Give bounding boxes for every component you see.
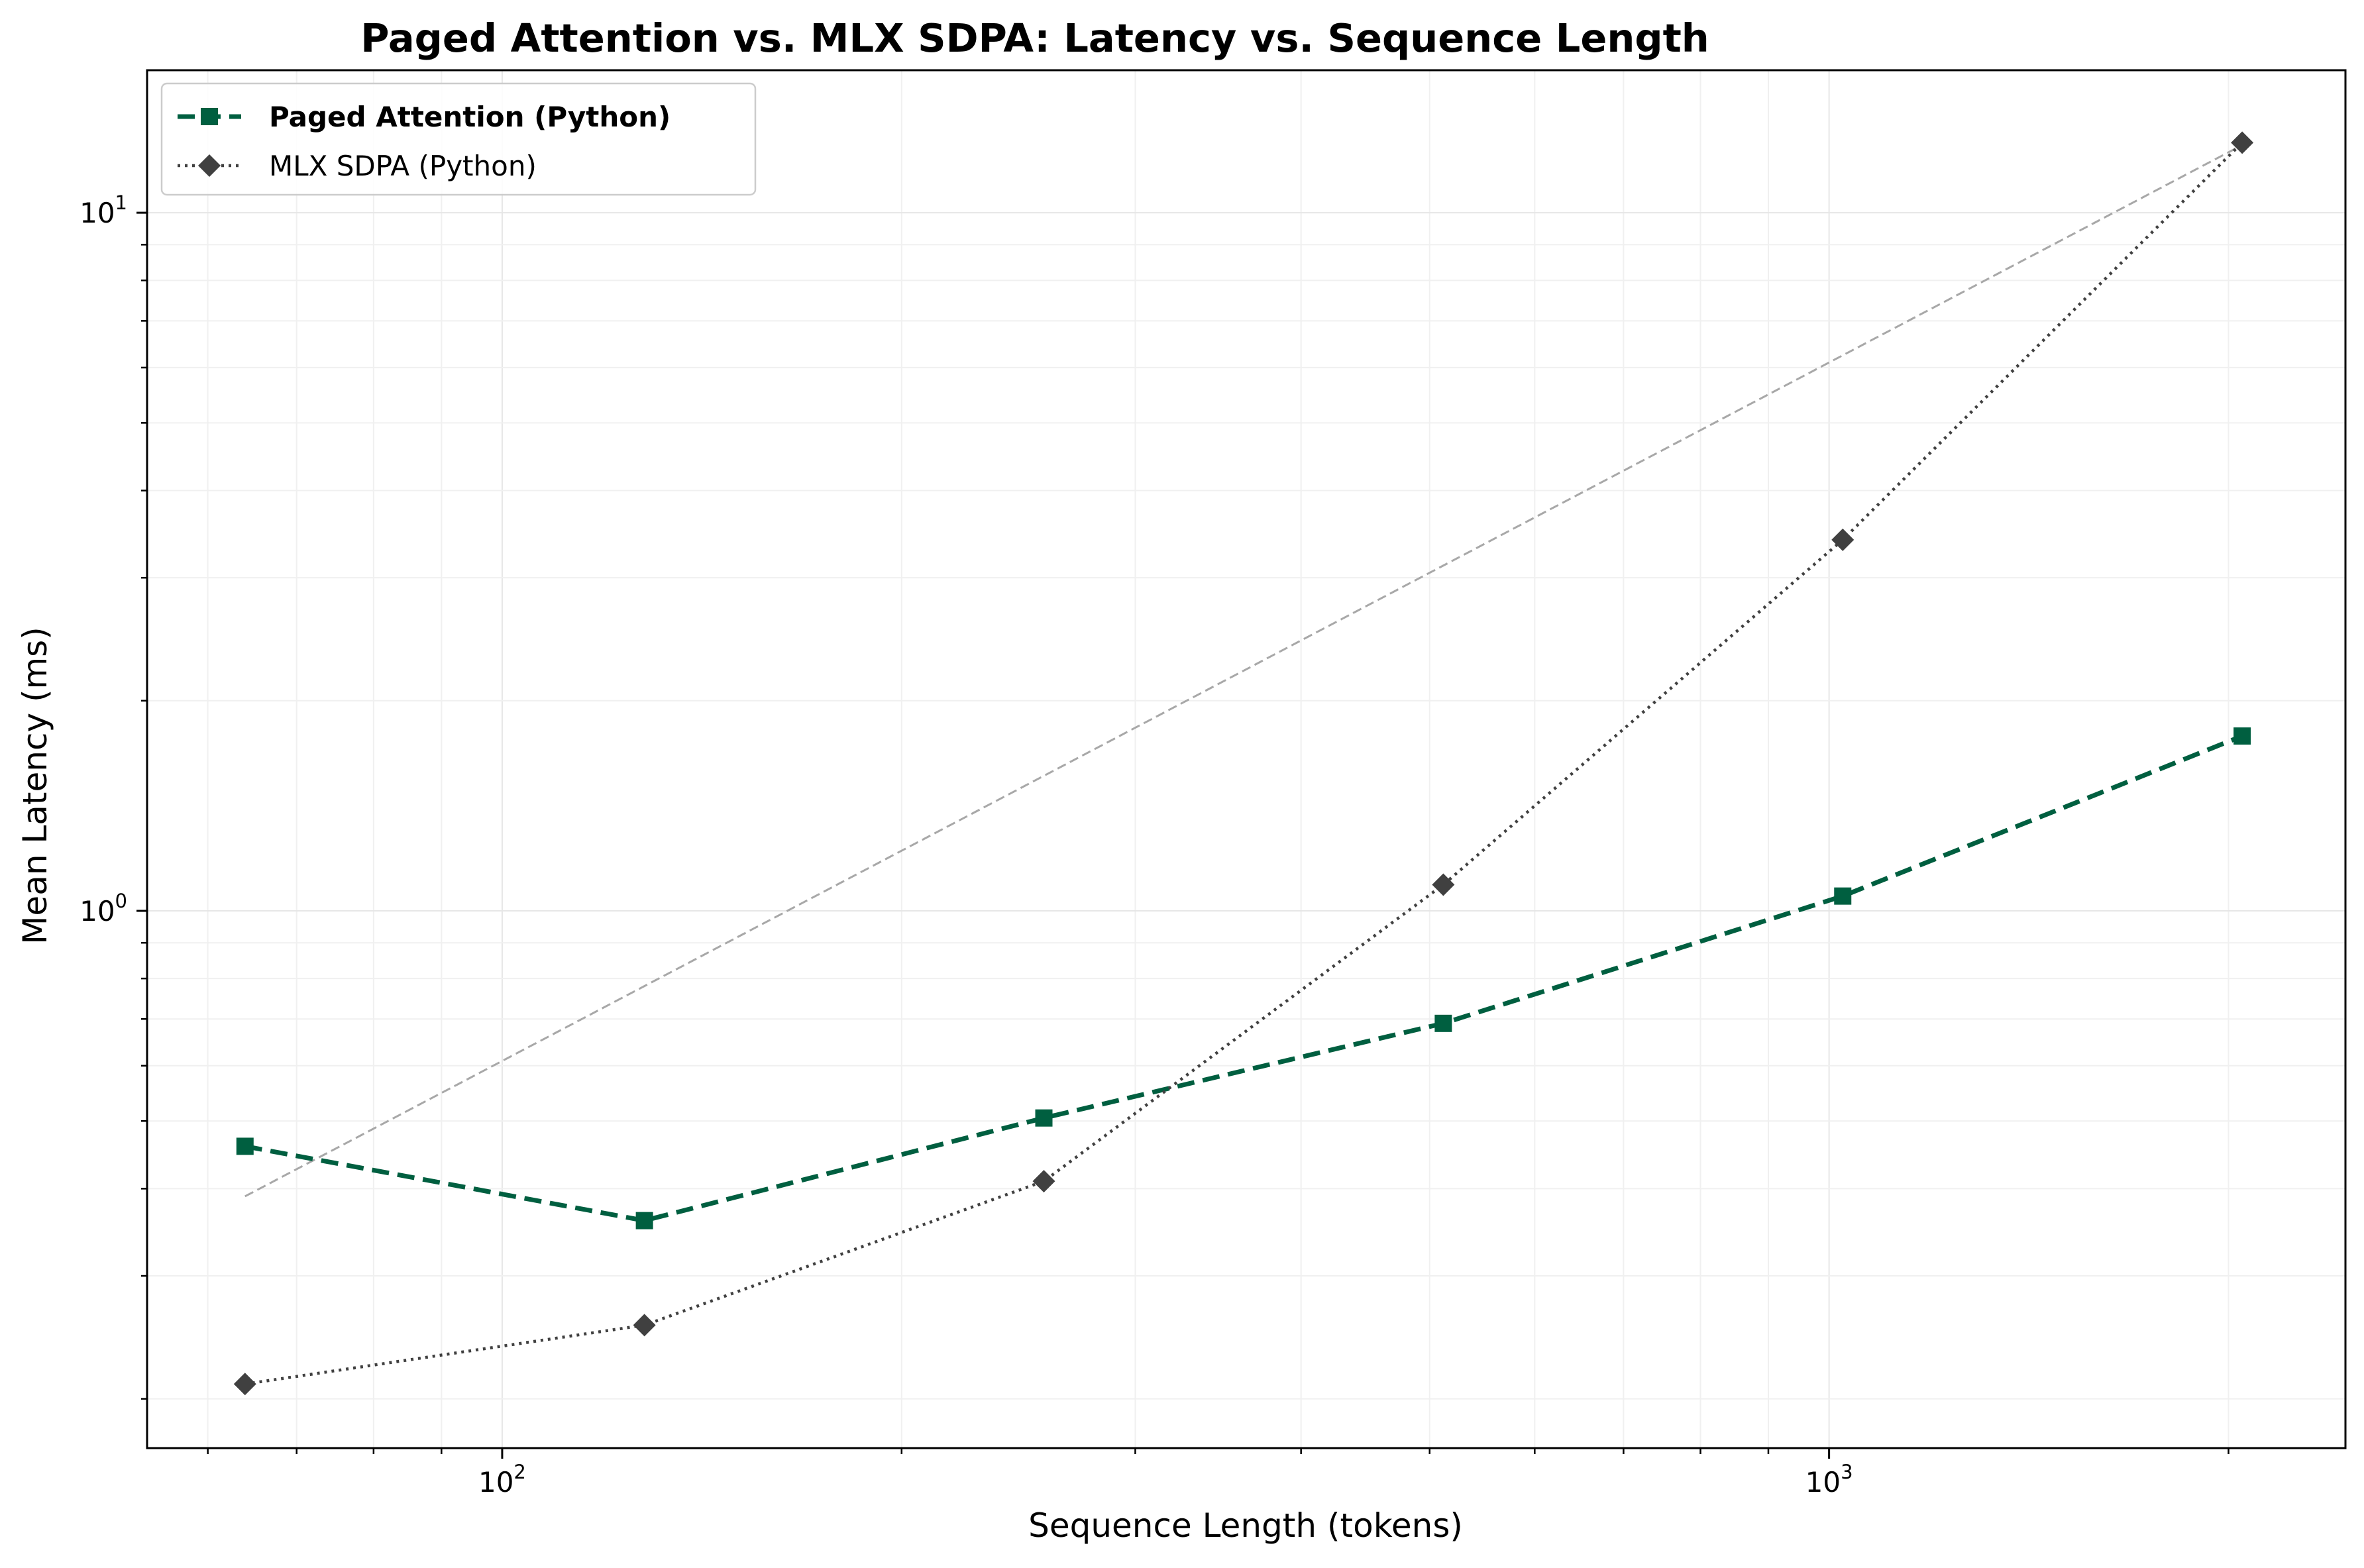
data-point bbox=[633, 1314, 656, 1337]
ticks: 102 103 100 101 bbox=[80, 191, 2230, 1498]
grid bbox=[147, 70, 2345, 1448]
chart-title: Paged Attention vs. MLX SDPA: Latency vs… bbox=[360, 15, 1709, 61]
data-point bbox=[2231, 131, 2254, 154]
data-point bbox=[1831, 528, 1854, 551]
y-tick-label: 100 bbox=[80, 890, 127, 927]
data-point bbox=[1834, 887, 1852, 905]
legend-box bbox=[160, 82, 757, 196]
data-point bbox=[1032, 1170, 1055, 1193]
series-paged-attention bbox=[236, 727, 2251, 1229]
y-axis-label: Mean Latency (ms) bbox=[16, 627, 54, 944]
y-tick-label: 101 bbox=[80, 191, 127, 229]
reference-line bbox=[244, 144, 2243, 1198]
data-point bbox=[635, 1212, 653, 1229]
plot-frame bbox=[146, 69, 2347, 1449]
legend-marker bbox=[198, 154, 221, 177]
x-tick-label: 103 bbox=[1805, 1461, 1853, 1498]
series-mlx-sdpa bbox=[233, 131, 2254, 1396]
data-point bbox=[236, 1137, 254, 1155]
data-point bbox=[2233, 727, 2251, 745]
data-point bbox=[1432, 873, 1455, 896]
x-tick-label: 102 bbox=[478, 1461, 526, 1498]
data-point bbox=[1035, 1109, 1053, 1127]
x-axis-label: Sequence Length (tokens) bbox=[1028, 1506, 1463, 1545]
legend-label: Paged Attention (Python) bbox=[269, 101, 671, 133]
legend-label: MLX SDPA (Python) bbox=[269, 150, 537, 182]
legend-marker bbox=[201, 108, 218, 125]
legend: Paged Attention (Python) MLX SDPA (Python… bbox=[160, 82, 757, 196]
series-line bbox=[244, 733, 2243, 1224]
data-point bbox=[1434, 1014, 1452, 1032]
data-point bbox=[233, 1373, 256, 1396]
series-line bbox=[244, 141, 2243, 1386]
